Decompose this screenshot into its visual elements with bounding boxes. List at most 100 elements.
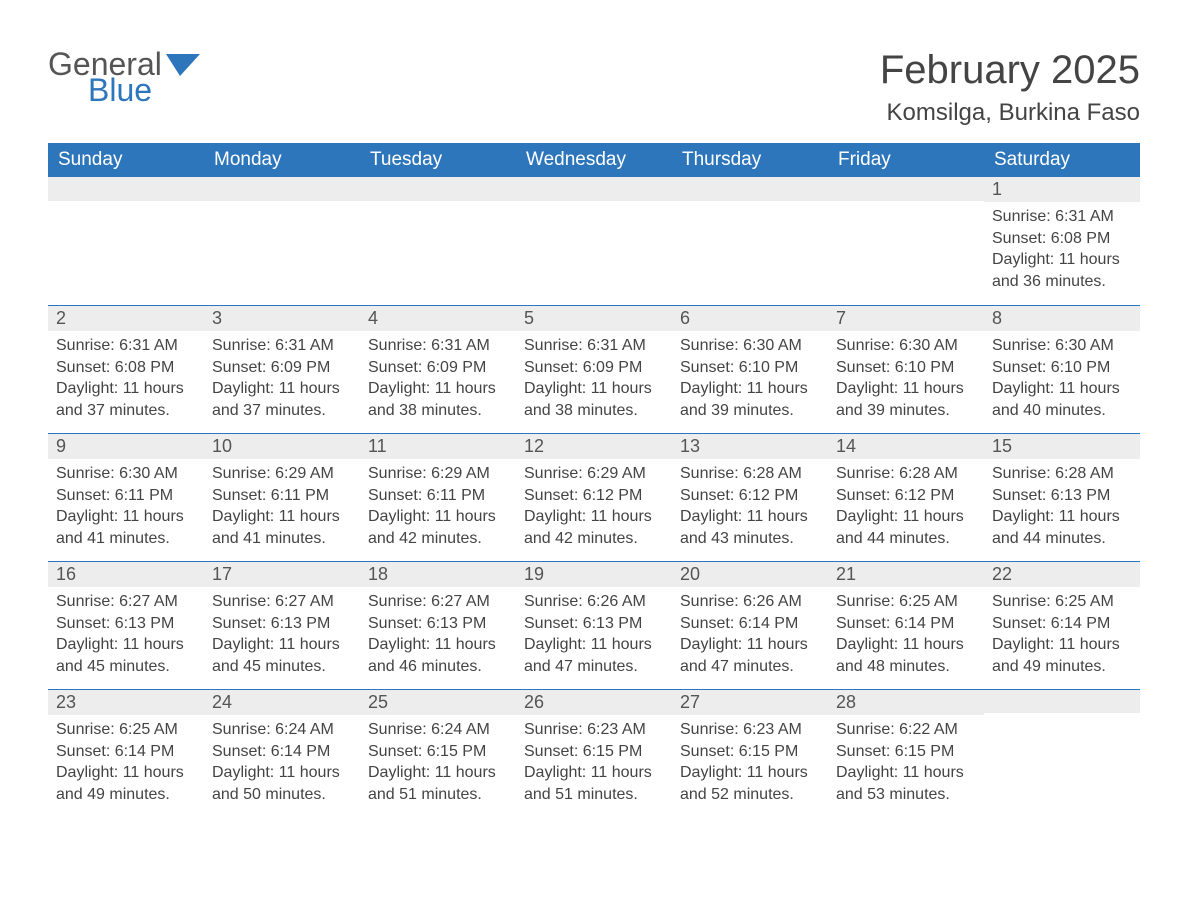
calendar-empty-cell — [984, 689, 1140, 817]
sunset-line: Sunset: 6:14 PM — [836, 613, 976, 635]
day-number: 26 — [516, 689, 672, 715]
daylight-line: Daylight: 11 hours and 50 minutes. — [212, 762, 352, 805]
calendar-day-cell: 13Sunrise: 6:28 AMSunset: 6:12 PMDayligh… — [672, 433, 828, 561]
location-label: Komsilga, Burkina Faso — [880, 99, 1140, 127]
day-number: 2 — [48, 305, 204, 331]
day-number: 9 — [48, 433, 204, 459]
empty-day-stripe — [672, 177, 828, 201]
day-number: 19 — [516, 561, 672, 587]
daylight-line: Daylight: 11 hours and 52 minutes. — [680, 762, 820, 805]
calendar-body: 1Sunrise: 6:31 AMSunset: 6:08 PMDaylight… — [48, 177, 1140, 817]
day-number: 7 — [828, 305, 984, 331]
day-number: 12 — [516, 433, 672, 459]
day-details: Sunrise: 6:27 AMSunset: 6:13 PMDaylight:… — [48, 587, 204, 683]
sunrise-line: Sunrise: 6:25 AM — [836, 591, 976, 613]
sunrise-line: Sunrise: 6:29 AM — [524, 463, 664, 485]
sunrise-line: Sunrise: 6:31 AM — [212, 335, 352, 357]
day-number: 8 — [984, 305, 1140, 331]
calendar-day-cell: 18Sunrise: 6:27 AMSunset: 6:13 PMDayligh… — [360, 561, 516, 689]
empty-day-stripe — [48, 177, 204, 201]
logo: General Blue — [48, 48, 200, 106]
day-number: 11 — [360, 433, 516, 459]
flag-icon — [166, 54, 200, 82]
sunrise-line: Sunrise: 6:29 AM — [368, 463, 508, 485]
daylight-line: Daylight: 11 hours and 51 minutes. — [524, 762, 664, 805]
day-details: Sunrise: 6:25 AMSunset: 6:14 PMDaylight:… — [828, 587, 984, 683]
calendar-day-cell: 15Sunrise: 6:28 AMSunset: 6:13 PMDayligh… — [984, 433, 1140, 561]
sunrise-line: Sunrise: 6:30 AM — [992, 335, 1132, 357]
sunrise-line: Sunrise: 6:27 AM — [212, 591, 352, 613]
day-details: Sunrise: 6:22 AMSunset: 6:15 PMDaylight:… — [828, 715, 984, 811]
sunset-line: Sunset: 6:12 PM — [524, 485, 664, 507]
daylight-line: Daylight: 11 hours and 37 minutes. — [212, 378, 352, 421]
sunrise-line: Sunrise: 6:28 AM — [836, 463, 976, 485]
day-number: 17 — [204, 561, 360, 587]
calendar-day-cell: 2Sunrise: 6:31 AMSunset: 6:08 PMDaylight… — [48, 305, 204, 433]
day-number: 15 — [984, 433, 1140, 459]
day-details: Sunrise: 6:30 AMSunset: 6:10 PMDaylight:… — [672, 331, 828, 427]
day-number: 27 — [672, 689, 828, 715]
calendar-week-row: 16Sunrise: 6:27 AMSunset: 6:13 PMDayligh… — [48, 561, 1140, 689]
day-number: 3 — [204, 305, 360, 331]
calendar-day-cell: 14Sunrise: 6:28 AMSunset: 6:12 PMDayligh… — [828, 433, 984, 561]
sunset-line: Sunset: 6:14 PM — [680, 613, 820, 635]
sunrise-line: Sunrise: 6:23 AM — [524, 719, 664, 741]
day-number: 4 — [360, 305, 516, 331]
logo-text-blue: Blue — [88, 74, 162, 106]
daylight-line: Daylight: 11 hours and 39 minutes. — [836, 378, 976, 421]
calendar-day-cell: 25Sunrise: 6:24 AMSunset: 6:15 PMDayligh… — [360, 689, 516, 817]
sunrise-line: Sunrise: 6:30 AM — [680, 335, 820, 357]
calendar-week-row: 23Sunrise: 6:25 AMSunset: 6:14 PMDayligh… — [48, 689, 1140, 817]
sunrise-line: Sunrise: 6:30 AM — [56, 463, 196, 485]
day-details: Sunrise: 6:29 AMSunset: 6:11 PMDaylight:… — [360, 459, 516, 555]
calendar-day-cell: 6Sunrise: 6:30 AMSunset: 6:10 PMDaylight… — [672, 305, 828, 433]
day-details: Sunrise: 6:24 AMSunset: 6:14 PMDaylight:… — [204, 715, 360, 811]
weekday-header: Thursday — [672, 143, 828, 177]
sunrise-line: Sunrise: 6:22 AM — [836, 719, 976, 741]
day-details: Sunrise: 6:28 AMSunset: 6:12 PMDaylight:… — [828, 459, 984, 555]
day-details: Sunrise: 6:31 AMSunset: 6:09 PMDaylight:… — [204, 331, 360, 427]
calendar-day-cell: 3Sunrise: 6:31 AMSunset: 6:09 PMDaylight… — [204, 305, 360, 433]
daylight-line: Daylight: 11 hours and 37 minutes. — [56, 378, 196, 421]
daylight-line: Daylight: 11 hours and 38 minutes. — [524, 378, 664, 421]
day-details: Sunrise: 6:27 AMSunset: 6:13 PMDaylight:… — [204, 587, 360, 683]
calendar-day-cell: 11Sunrise: 6:29 AMSunset: 6:11 PMDayligh… — [360, 433, 516, 561]
sunrise-line: Sunrise: 6:26 AM — [680, 591, 820, 613]
weekday-header: Wednesday — [516, 143, 672, 177]
empty-day-stripe — [828, 177, 984, 201]
calendar-week-row: 1Sunrise: 6:31 AMSunset: 6:08 PMDaylight… — [48, 177, 1140, 305]
calendar-day-cell: 7Sunrise: 6:30 AMSunset: 6:10 PMDaylight… — [828, 305, 984, 433]
calendar-day-cell: 23Sunrise: 6:25 AMSunset: 6:14 PMDayligh… — [48, 689, 204, 817]
daylight-line: Daylight: 11 hours and 46 minutes. — [368, 634, 508, 677]
daylight-line: Daylight: 11 hours and 44 minutes. — [836, 506, 976, 549]
sunset-line: Sunset: 6:08 PM — [56, 357, 196, 379]
calendar-empty-cell — [672, 177, 828, 305]
sunset-line: Sunset: 6:13 PM — [368, 613, 508, 635]
daylight-line: Daylight: 11 hours and 51 minutes. — [368, 762, 508, 805]
calendar-day-cell: 26Sunrise: 6:23 AMSunset: 6:15 PMDayligh… — [516, 689, 672, 817]
day-details: Sunrise: 6:30 AMSunset: 6:10 PMDaylight:… — [828, 331, 984, 427]
sunrise-line: Sunrise: 6:30 AM — [836, 335, 976, 357]
calendar-day-cell: 17Sunrise: 6:27 AMSunset: 6:13 PMDayligh… — [204, 561, 360, 689]
day-details: Sunrise: 6:30 AMSunset: 6:11 PMDaylight:… — [48, 459, 204, 555]
day-details: Sunrise: 6:28 AMSunset: 6:13 PMDaylight:… — [984, 459, 1140, 555]
weekday-header: Sunday — [48, 143, 204, 177]
calendar-day-cell: 10Sunrise: 6:29 AMSunset: 6:11 PMDayligh… — [204, 433, 360, 561]
calendar-day-cell: 9Sunrise: 6:30 AMSunset: 6:11 PMDaylight… — [48, 433, 204, 561]
day-details: Sunrise: 6:26 AMSunset: 6:14 PMDaylight:… — [672, 587, 828, 683]
daylight-line: Daylight: 11 hours and 53 minutes. — [836, 762, 976, 805]
weekday-header: Tuesday — [360, 143, 516, 177]
sunset-line: Sunset: 6:09 PM — [368, 357, 508, 379]
sunrise-line: Sunrise: 6:24 AM — [212, 719, 352, 741]
daylight-line: Daylight: 11 hours and 48 minutes. — [836, 634, 976, 677]
calendar-day-cell: 4Sunrise: 6:31 AMSunset: 6:09 PMDaylight… — [360, 305, 516, 433]
calendar-empty-cell — [828, 177, 984, 305]
sunrise-line: Sunrise: 6:23 AM — [680, 719, 820, 741]
sunset-line: Sunset: 6:09 PM — [212, 357, 352, 379]
calendar-day-cell: 22Sunrise: 6:25 AMSunset: 6:14 PMDayligh… — [984, 561, 1140, 689]
sunset-line: Sunset: 6:10 PM — [680, 357, 820, 379]
calendar-day-cell: 28Sunrise: 6:22 AMSunset: 6:15 PMDayligh… — [828, 689, 984, 817]
sunset-line: Sunset: 6:12 PM — [680, 485, 820, 507]
sunset-line: Sunset: 6:13 PM — [212, 613, 352, 635]
calendar-day-cell: 5Sunrise: 6:31 AMSunset: 6:09 PMDaylight… — [516, 305, 672, 433]
